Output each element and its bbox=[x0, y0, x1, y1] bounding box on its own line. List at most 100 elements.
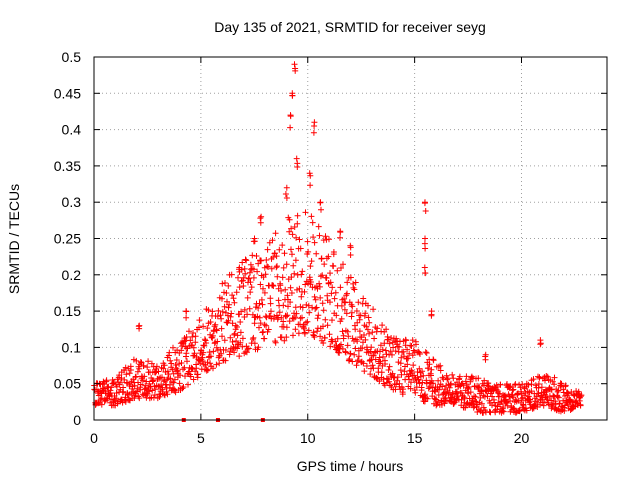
data-point bbox=[320, 307, 327, 314]
data-point bbox=[456, 373, 463, 380]
data-point bbox=[362, 336, 369, 343]
data-point bbox=[170, 344, 176, 351]
data-point bbox=[290, 332, 296, 339]
data-point bbox=[446, 389, 453, 396]
data-point bbox=[283, 324, 290, 331]
data-point bbox=[377, 342, 384, 349]
data-point bbox=[108, 384, 115, 391]
y-tick-label: 0.05 bbox=[54, 376, 81, 392]
data-point bbox=[327, 279, 334, 286]
data-point bbox=[241, 350, 248, 357]
data-point bbox=[389, 351, 395, 358]
data-point bbox=[242, 256, 249, 263]
data-point bbox=[543, 373, 550, 379]
data-point bbox=[145, 358, 152, 365]
data-point bbox=[177, 372, 183, 379]
y-tick-label: 0 bbox=[73, 412, 81, 428]
data-point bbox=[342, 348, 349, 355]
data-point bbox=[344, 279, 351, 286]
data-point bbox=[492, 406, 499, 413]
data-point bbox=[136, 365, 143, 372]
data-point bbox=[187, 337, 194, 344]
data-point bbox=[293, 310, 300, 317]
data-point bbox=[354, 338, 361, 345]
data-point bbox=[241, 306, 248, 313]
data-point bbox=[296, 236, 303, 243]
data-point bbox=[304, 238, 311, 245]
data-point bbox=[397, 367, 404, 374]
data-point bbox=[263, 257, 270, 263]
data-point bbox=[422, 245, 429, 252]
data-point bbox=[228, 310, 235, 317]
data-point bbox=[306, 170, 313, 177]
data-point bbox=[383, 326, 390, 333]
data-point bbox=[371, 349, 378, 356]
data-point bbox=[448, 380, 454, 387]
data-point bbox=[149, 378, 156, 385]
data-point bbox=[131, 382, 138, 389]
data-point bbox=[254, 268, 261, 275]
data-point bbox=[506, 384, 513, 391]
data-point bbox=[299, 304, 306, 311]
data-point bbox=[279, 242, 286, 249]
data-point bbox=[444, 375, 451, 382]
data-point bbox=[367, 371, 374, 378]
data-point bbox=[344, 290, 350, 297]
data-point bbox=[496, 401, 503, 408]
data-point bbox=[267, 300, 274, 307]
data-point bbox=[303, 319, 309, 326]
data-point bbox=[325, 253, 332, 260]
data-point bbox=[337, 284, 344, 291]
data-point bbox=[262, 271, 269, 278]
data-point bbox=[282, 286, 289, 293]
data-point bbox=[291, 61, 298, 68]
data-point bbox=[305, 248, 312, 255]
data-point bbox=[382, 361, 389, 367]
data-point bbox=[183, 334, 190, 340]
data-point bbox=[203, 367, 210, 374]
data-point bbox=[270, 283, 277, 289]
data-point bbox=[443, 372, 450, 379]
data-point bbox=[355, 357, 361, 364]
data-point bbox=[286, 216, 293, 223]
data-point bbox=[213, 326, 220, 333]
data-point bbox=[221, 303, 228, 310]
data-point bbox=[257, 281, 264, 288]
data-point bbox=[311, 239, 318, 246]
data-point bbox=[551, 381, 558, 388]
data-point bbox=[200, 323, 207, 330]
data-point bbox=[301, 330, 308, 337]
data-point bbox=[512, 397, 519, 403]
data-point bbox=[577, 393, 584, 400]
data-point bbox=[219, 295, 225, 302]
data-point bbox=[330, 263, 337, 270]
data-point bbox=[124, 392, 131, 399]
data-point bbox=[285, 303, 291, 310]
data-point bbox=[492, 409, 499, 416]
data-point bbox=[507, 383, 514, 390]
data-point bbox=[219, 333, 225, 340]
data-point bbox=[377, 358, 384, 365]
data-point bbox=[311, 334, 318, 340]
data-point bbox=[288, 225, 295, 232]
data-point bbox=[562, 393, 568, 399]
data-point bbox=[444, 376, 451, 383]
data-point bbox=[337, 229, 344, 236]
data-point bbox=[247, 279, 254, 286]
data-point bbox=[299, 314, 305, 321]
data-point bbox=[275, 297, 282, 304]
data-point bbox=[380, 353, 386, 360]
data-point bbox=[226, 301, 233, 308]
data-point bbox=[301, 325, 307, 332]
data-point bbox=[352, 345, 359, 352]
data-point bbox=[409, 352, 416, 359]
data-point bbox=[347, 274, 354, 281]
data-point bbox=[326, 331, 333, 338]
data-point bbox=[341, 306, 348, 313]
data-point bbox=[280, 318, 287, 325]
data-point bbox=[231, 349, 238, 356]
data-point bbox=[426, 361, 433, 368]
data-point bbox=[327, 299, 333, 306]
data-point bbox=[462, 404, 469, 411]
data-point bbox=[259, 329, 266, 336]
